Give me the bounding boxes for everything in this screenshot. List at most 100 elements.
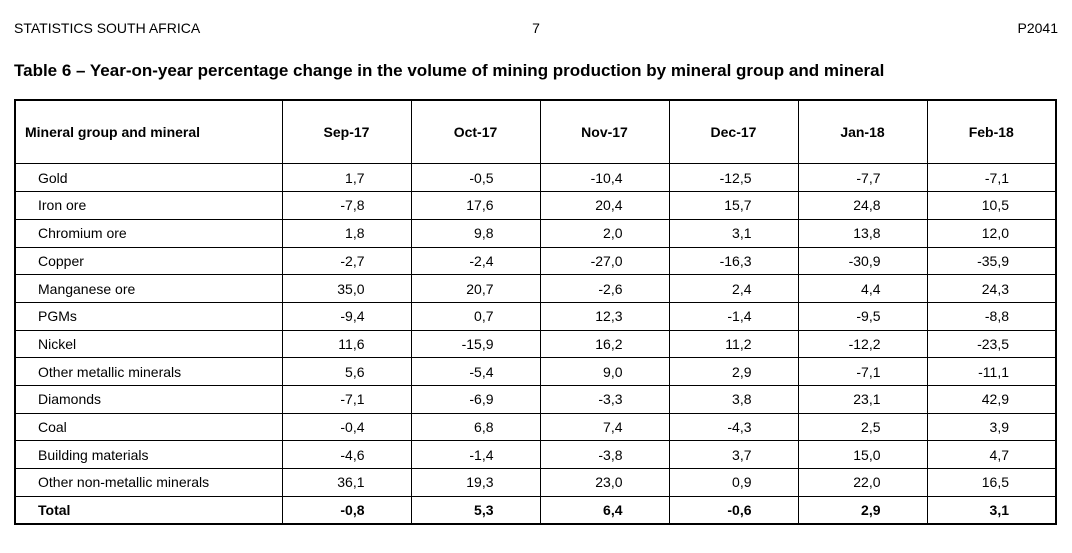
value-cell: 5,6	[281, 357, 412, 386]
value-cell: 4,4	[797, 274, 928, 303]
table-row: Nickel 11,6 -15,9 16,2 11,2 -12,2 -23,5	[14, 329, 1057, 359]
value-cell: 9,0	[539, 357, 670, 386]
column-header-oct17: Oct-17	[410, 99, 541, 165]
mining-production-table: Mineral group and mineral Sep-17 Oct-17 …	[14, 98, 1057, 525]
row-label: Chromium ore	[14, 218, 283, 248]
document-page: STATISTICS SOUTH AFRICA 7 P2041 Table 6 …	[0, 20, 1072, 525]
value-cell: 24,3	[926, 274, 1057, 303]
value-cell: 3,1	[668, 218, 799, 248]
table-row: Chromium ore 1,8 9,8 2,0 3,1 13,8 12,0	[14, 218, 1057, 248]
value-cell: -2,4	[410, 246, 541, 276]
row-label: Building materials	[14, 440, 283, 469]
value-cell: 2,5	[797, 412, 928, 442]
value-cell: 7,4	[539, 412, 670, 442]
table-row: Copper -2,7 -2,4 -27,0 -16,3 -30,9 -35,9	[14, 246, 1057, 276]
value-cell: -1,4	[410, 440, 541, 469]
value-cell: 16,2	[539, 329, 670, 359]
value-cell: -4,6	[281, 440, 412, 469]
value-cell: -10,4	[539, 163, 670, 193]
value-cell: -35,9	[926, 246, 1057, 276]
value-cell: 42,9	[926, 384, 1057, 414]
row-label: Diamonds	[14, 384, 283, 414]
value-cell: 23,0	[539, 468, 670, 497]
value-cell: 4,7	[926, 440, 1057, 469]
value-cell: -7,8	[281, 191, 412, 220]
value-cell: -3,3	[539, 384, 670, 414]
row-label: Other metallic minerals	[14, 357, 283, 386]
value-cell: -9,5	[797, 301, 928, 331]
value-cell: 15,7	[668, 191, 799, 220]
value-cell: 11,6	[281, 329, 412, 359]
value-cell: 24,8	[797, 191, 928, 220]
value-cell: -2,7	[281, 246, 412, 276]
table-row: Coal -0,4 6,8 7,4 -4,3 2,5 3,9	[14, 412, 1057, 442]
value-cell: 12,0	[926, 218, 1057, 248]
page-number: 7	[532, 20, 540, 36]
value-cell: 5,3	[410, 495, 541, 525]
value-cell: 1,7	[281, 163, 412, 193]
value-cell: 20,4	[539, 191, 670, 220]
value-cell: 2,4	[668, 274, 799, 303]
value-cell: -7,1	[926, 163, 1057, 193]
value-cell: -6,9	[410, 384, 541, 414]
column-header-nov17: Nov-17	[539, 99, 670, 165]
table-row: Gold 1,7 -0,5 -10,4 -12,5 -7,7 -7,1	[14, 163, 1057, 193]
header-row: Mineral group and mineral Sep-17 Oct-17 …	[14, 99, 1057, 165]
value-cell: 12,3	[539, 301, 670, 331]
value-cell: 3,1	[926, 495, 1057, 525]
value-cell: -1,4	[668, 301, 799, 331]
value-cell: -5,4	[410, 357, 541, 386]
table-row: Other metallic minerals 5,6 -5,4 9,0 2,9…	[14, 357, 1057, 386]
value-cell: 1,8	[281, 218, 412, 248]
report-code: P2041	[1017, 20, 1058, 36]
value-cell: 13,8	[797, 218, 928, 248]
value-cell: -8,8	[926, 301, 1057, 331]
value-cell: 9,8	[410, 218, 541, 248]
table-row: Building materials -4,6 -1,4 -3,8 3,7 15…	[14, 440, 1057, 469]
org-name: STATISTICS SOUTH AFRICA	[14, 20, 201, 36]
value-cell: 19,3	[410, 468, 541, 497]
value-cell: 16,5	[926, 468, 1057, 497]
table-row: PGMs -9,4 0,7 12,3 -1,4 -9,5 -8,8	[14, 301, 1057, 331]
value-cell: 0,7	[410, 301, 541, 331]
value-cell: 6,4	[539, 495, 670, 525]
value-cell: -4,3	[668, 412, 799, 442]
value-cell: 3,9	[926, 412, 1057, 442]
value-cell: -30,9	[797, 246, 928, 276]
table-row: Iron ore -7,8 17,6 20,4 15,7 24,8 10,5	[14, 191, 1057, 220]
value-cell: -7,7	[797, 163, 928, 193]
row-label: Nickel	[14, 329, 283, 359]
value-cell: 22,0	[797, 468, 928, 497]
value-cell: 36,1	[281, 468, 412, 497]
value-cell: -2,6	[539, 274, 670, 303]
row-label: PGMs	[14, 301, 283, 331]
value-cell: 3,8	[668, 384, 799, 414]
value-cell: -16,3	[668, 246, 799, 276]
value-cell: 6,8	[410, 412, 541, 442]
row-label: Gold	[14, 163, 283, 193]
value-cell: -23,5	[926, 329, 1057, 359]
value-cell: -0,5	[410, 163, 541, 193]
value-cell: -27,0	[539, 246, 670, 276]
column-header-dec17: Dec-17	[668, 99, 799, 165]
row-label: Total	[14, 495, 283, 525]
column-header-jan18: Jan-18	[797, 99, 928, 165]
table-row: Other non-metallic minerals 36,1 19,3 23…	[14, 468, 1057, 497]
value-cell: 2,9	[797, 495, 928, 525]
value-cell: -12,2	[797, 329, 928, 359]
value-cell: 15,0	[797, 440, 928, 469]
table-row: Manganese ore 35,0 20,7 -2,6 2,4 4,4 24,…	[14, 274, 1057, 303]
row-label: Coal	[14, 412, 283, 442]
value-cell: 23,1	[797, 384, 928, 414]
value-cell: -7,1	[281, 384, 412, 414]
row-label: Other non-metallic minerals	[14, 468, 283, 497]
row-label: Iron ore	[14, 191, 283, 220]
table-row: Diamonds -7,1 -6,9 -3,3 3,8 23,1 42,9	[14, 384, 1057, 414]
value-cell: 2,9	[668, 357, 799, 386]
value-cell: 11,2	[668, 329, 799, 359]
value-cell: 0,9	[668, 468, 799, 497]
value-cell: -12,5	[668, 163, 799, 193]
column-header-mineral: Mineral group and mineral	[14, 99, 283, 165]
value-cell: 17,6	[410, 191, 541, 220]
value-cell: 2,0	[539, 218, 670, 248]
